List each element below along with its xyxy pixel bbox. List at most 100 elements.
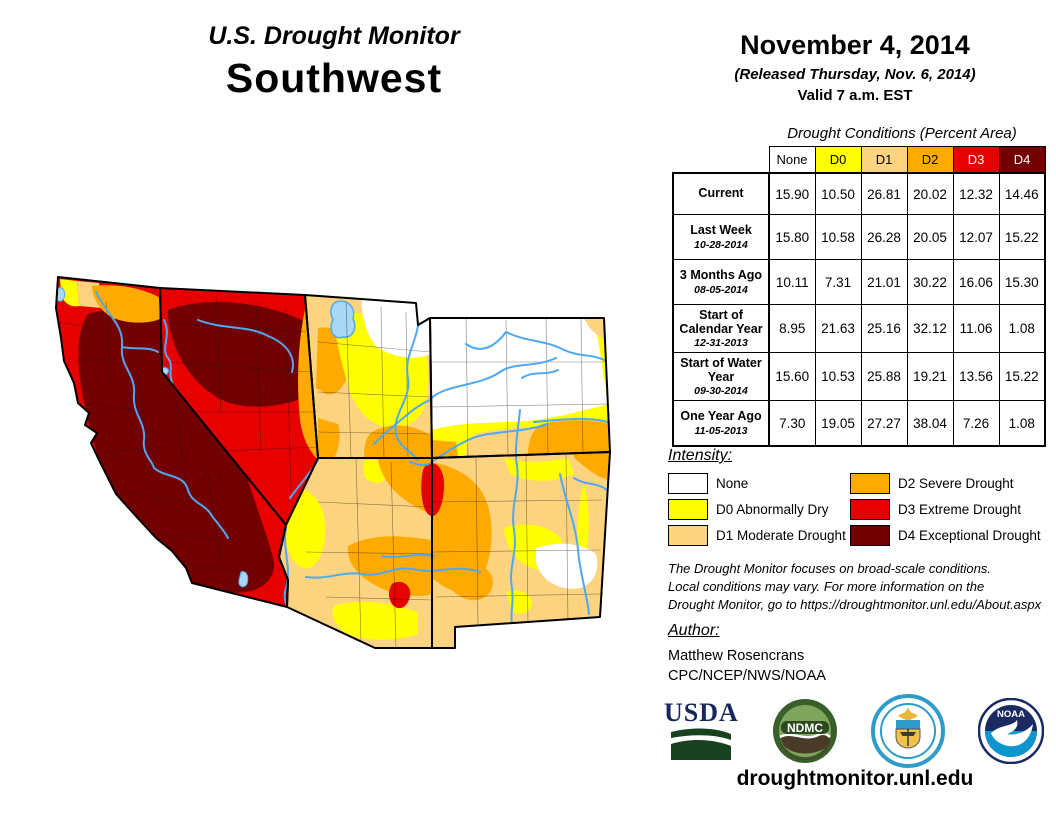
cell-value: 12.32 — [952, 172, 1000, 215]
region-title: Southwest — [225, 55, 443, 101]
legend-heading: Intensity: — [668, 447, 733, 464]
cell-value: 1.08 — [998, 400, 1046, 447]
cell-value: 26.28 — [860, 214, 908, 260]
rivers — [95, 291, 609, 625]
row-date: 10-28-2014 — [694, 238, 748, 251]
table-row: 3 Months Ago 08-05-2014 10.11 7.31 21.01 … — [672, 259, 1046, 305]
logo-row: USDA NDMC — [664, 694, 1044, 768]
drought-map-svg — [55, 276, 611, 649]
column-header-none: None — [768, 146, 816, 174]
cell-value: 8.95 — [768, 304, 816, 353]
row-date: 08-05-2014 — [694, 283, 748, 296]
usda-logo: USDA — [664, 700, 739, 760]
about-link-line[interactable]: Drought Monitor, go to https://droughtmo… — [668, 597, 1042, 613]
row-label: Last Week — [690, 223, 752, 238]
row-date: 09-30-2014 — [694, 385, 748, 398]
cell-value: 15.60 — [768, 352, 816, 401]
row-date: 12-31-2013 — [694, 337, 748, 350]
cell-value: 30.22 — [906, 259, 954, 305]
legend-item-d3: D3 Extreme Drought — [850, 498, 1040, 520]
table-row: Start of Water Year 09-30-2014 15.60 10.5… — [672, 352, 1046, 401]
d4-swatch — [850, 524, 890, 546]
cell-value: 32.12 — [906, 304, 954, 353]
cell-value: 13.56 — [952, 352, 1000, 401]
column-header-d1: D1 — [860, 146, 908, 174]
cell-value: 19.21 — [906, 352, 954, 401]
row-label: One Year Ago — [680, 409, 762, 424]
legend-item-d1: D1 Moderate Drought — [668, 524, 850, 546]
ndmc-logo-icon: NDMC — [772, 699, 837, 763]
cell-value: 16.06 — [952, 259, 1000, 305]
drought-map — [36, 262, 651, 654]
author-heading: Author: — [668, 622, 720, 639]
table-caption: Drought Conditions (Percent Area) — [787, 125, 1017, 142]
cell-value: 21.63 — [814, 304, 862, 353]
cell-value: 10.50 — [814, 172, 862, 215]
release-date: (Released Thursday, Nov. 6, 2014) — [734, 66, 976, 83]
d1-swatch — [668, 524, 708, 546]
d2-swatch — [850, 472, 890, 494]
state-utah — [305, 295, 432, 458]
cell-value: 11.06 — [952, 304, 1000, 353]
svg-text:NDMC: NDMC — [787, 721, 823, 735]
cell-value: 27.27 — [860, 400, 908, 447]
cell-value: 15.80 — [768, 214, 816, 260]
table-row: Last Week 10-28-2014 15.80 10.58 26.28 20… — [672, 214, 1046, 260]
cell-value: 26.81 — [860, 172, 908, 215]
row-date: 11-05-2013 — [694, 424, 748, 437]
cell-value: 15.22 — [998, 214, 1046, 260]
legend-item-d2: D2 Severe Drought — [850, 472, 1040, 494]
column-header-d0: D0 — [814, 146, 862, 174]
cell-value: 10.53 — [814, 352, 862, 401]
cell-value: 19.05 — [814, 400, 862, 447]
drought-conditions-table: None D0 D1 D2 D3 D4 Current 15.90 10.50 … — [672, 146, 1046, 447]
table-header-row: None D0 D1 D2 D3 D4 — [673, 146, 1046, 174]
row-label: Start of Calendar Year — [679, 307, 763, 336]
table-row: Start of Calendar Year 12-31-2013 8.95 21… — [672, 304, 1046, 353]
title-block: U.S. Drought Monitor Southwest — [134, 22, 534, 102]
table-row: One Year Ago 11-05-2013 7.30 19.05 27.27 … — [672, 400, 1046, 447]
map-date: November 4, 2014 — [740, 30, 970, 60]
usda-swoosh-icon — [671, 728, 732, 760]
disclaimer-text: The Drought Monitor focuses on broad-sca… — [668, 560, 1050, 615]
column-header-d3: D3 — [952, 146, 1000, 174]
site-url[interactable]: droughtmonitor.unl.edu — [736, 767, 974, 790]
author-org: CPC/NCEP/NWS/NOAA — [668, 668, 826, 684]
cell-value: 14.46 — [998, 172, 1046, 215]
valid-time: Valid 7 a.m. EST — [797, 87, 913, 104]
author-name: Matthew Rosencrans — [668, 648, 805, 664]
cell-value: 25.16 — [860, 304, 908, 353]
cell-value: 21.01 — [860, 259, 908, 305]
cell-value: 15.90 — [768, 172, 816, 215]
row-label: Start of Water Year — [680, 355, 762, 384]
cell-value: 15.22 — [998, 352, 1046, 401]
column-header-d2: D2 — [906, 146, 954, 174]
cell-value: 7.26 — [952, 400, 1000, 447]
d0-swatch — [668, 498, 708, 520]
cell-value: 25.88 — [860, 352, 908, 401]
cell-value: 12.07 — [952, 214, 1000, 260]
noaa-logo-icon: NOAA — [977, 698, 1044, 764]
cell-value: 15.30 — [998, 259, 1046, 305]
state-colorado — [430, 318, 610, 458]
commerce-seal-icon — [870, 694, 945, 768]
legend-item-none: None — [668, 472, 850, 494]
cell-value: 1.08 — [998, 304, 1046, 353]
d3-swatch — [850, 498, 890, 520]
cell-value: 38.04 — [906, 400, 954, 447]
page-title: U.S. Drought Monitor — [208, 22, 460, 50]
cell-value: 10.58 — [814, 214, 862, 260]
column-header-d4: D4 — [998, 146, 1046, 174]
cell-value: 10.11 — [768, 259, 816, 305]
legend-item-d4: D4 Exceptional Drought — [850, 524, 1041, 546]
date-block: November 4, 2014 (Released Thursday, Nov… — [672, 30, 1038, 104]
cell-value: 7.30 — [768, 400, 816, 447]
none-swatch — [668, 472, 708, 494]
cell-value: 7.31 — [814, 259, 862, 305]
svg-text:NOAA: NOAA — [997, 709, 1025, 720]
table-row: Current 15.90 10.50 26.81 20.02 12.32 14… — [672, 172, 1046, 215]
header-empty-cell — [673, 147, 769, 174]
row-label: 3 Months Ago — [679, 268, 763, 283]
cell-value: 20.05 — [906, 214, 954, 260]
